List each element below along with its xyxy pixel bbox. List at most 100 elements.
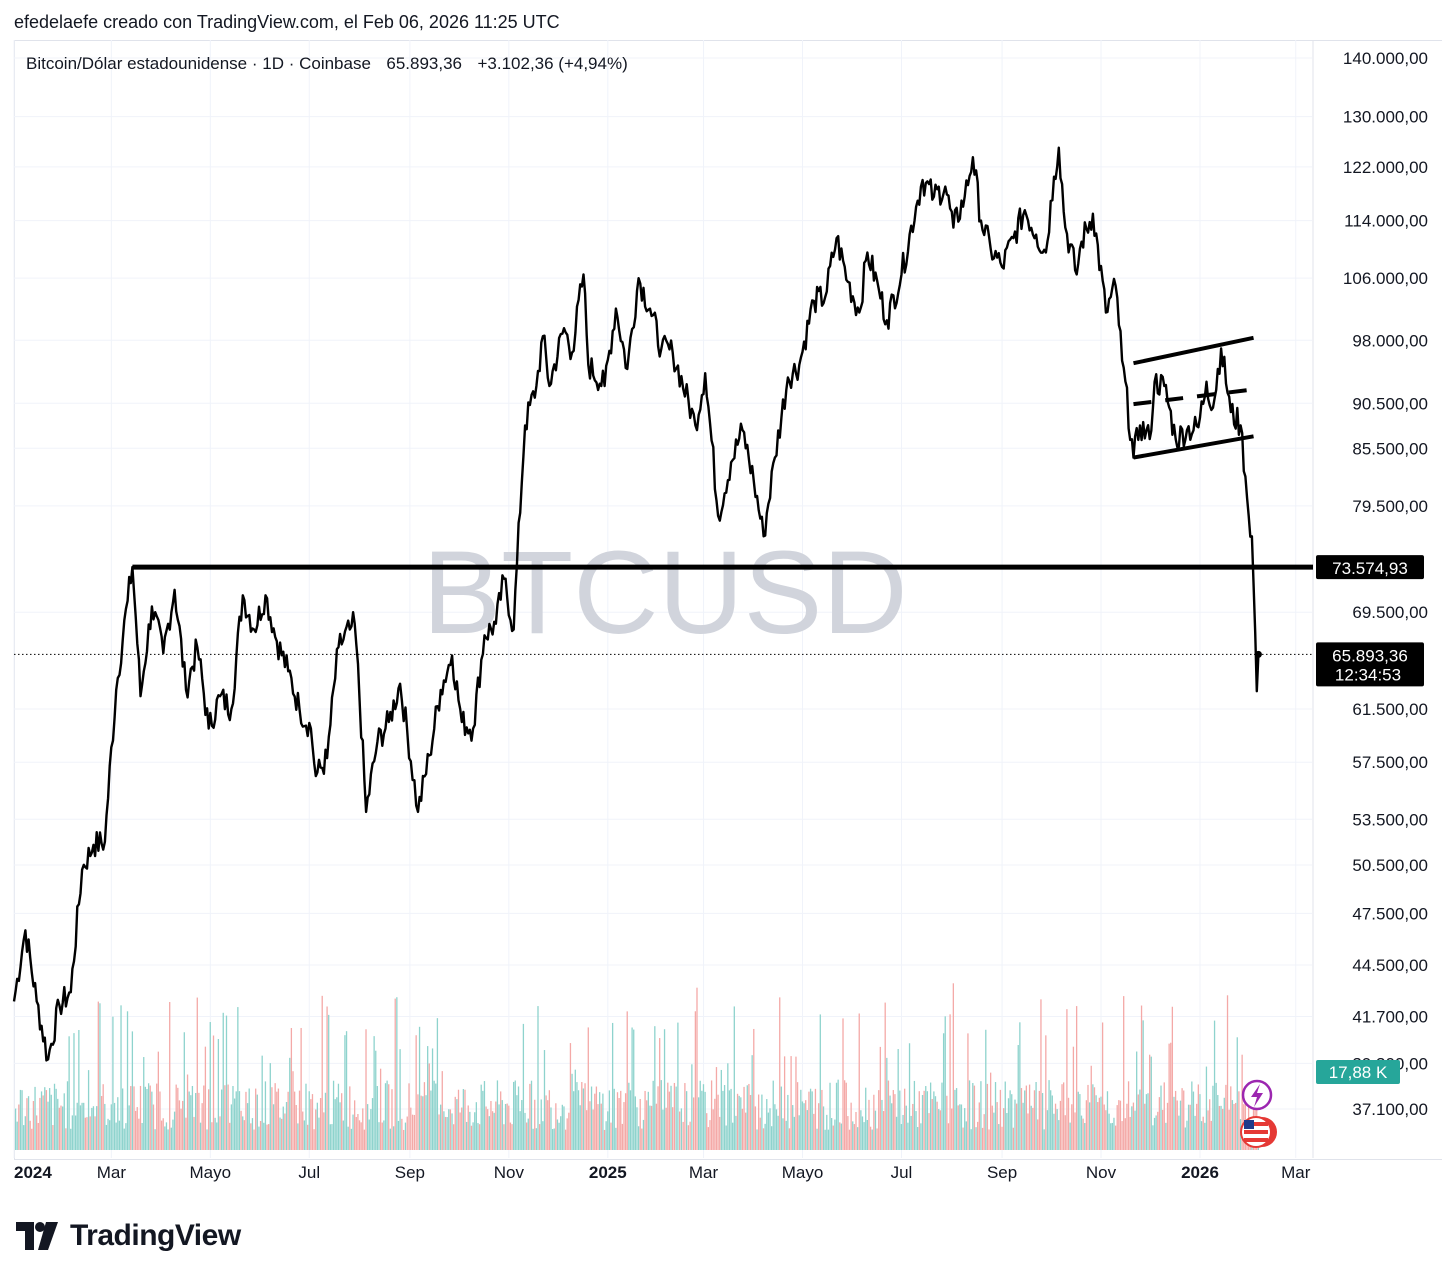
volume-bar bbox=[805, 1100, 807, 1150]
volume-bar bbox=[998, 1124, 1000, 1150]
volume-bar bbox=[560, 1116, 562, 1150]
volume-bar bbox=[84, 1117, 86, 1150]
volume-bar bbox=[1127, 1081, 1130, 1150]
volume-bar bbox=[1149, 1054, 1151, 1150]
volume-bar bbox=[394, 998, 396, 1150]
volume-bar bbox=[1025, 1085, 1027, 1150]
volume-bar bbox=[410, 1107, 412, 1150]
volume-bar bbox=[1059, 1100, 1062, 1150]
volume-bar bbox=[478, 1124, 481, 1150]
x-tick-label: Nov bbox=[1086, 1163, 1117, 1182]
volume-bar bbox=[63, 1093, 65, 1150]
volume-bar bbox=[529, 1083, 531, 1150]
volume-bar bbox=[519, 1111, 521, 1150]
volume-bar bbox=[542, 1121, 544, 1150]
volume-bar bbox=[151, 1091, 153, 1150]
volume-bar bbox=[835, 1082, 838, 1150]
volume-bar bbox=[1051, 1095, 1053, 1150]
volume-bar bbox=[375, 1050, 377, 1150]
volume-bar bbox=[18, 1104, 20, 1150]
volume-bar bbox=[342, 1120, 344, 1150]
volume-bar bbox=[1231, 1100, 1234, 1150]
volume-bar bbox=[826, 1114, 828, 1150]
volume-bar bbox=[717, 1094, 719, 1150]
volume-bar bbox=[1136, 1051, 1138, 1150]
symbol-name: Bitcoin/Dólar estadounidense · 1D · Coin… bbox=[26, 54, 371, 73]
volume-bar bbox=[1019, 1022, 1021, 1150]
volume-bar bbox=[818, 1103, 820, 1150]
volume-bar bbox=[366, 1104, 369, 1150]
volume-bar bbox=[1155, 1115, 1157, 1150]
volume-bar bbox=[954, 1089, 956, 1150]
volume-bar bbox=[538, 1124, 541, 1150]
volume-bar bbox=[362, 1108, 364, 1150]
volume-bar bbox=[783, 1056, 786, 1150]
volume-bar bbox=[388, 1084, 390, 1150]
volume-bar bbox=[1137, 1094, 1139, 1150]
volume-bar bbox=[94, 1116, 96, 1150]
volume-bar bbox=[357, 1114, 359, 1150]
volume-bar bbox=[97, 1001, 99, 1150]
volume-bar bbox=[550, 1107, 552, 1150]
volume-bar bbox=[284, 1113, 286, 1150]
volume-bar bbox=[955, 1088, 958, 1150]
volume-bar bbox=[493, 1112, 495, 1150]
volume-bar bbox=[1048, 1080, 1050, 1150]
volume-bar bbox=[972, 1082, 974, 1150]
volume-bar bbox=[341, 1093, 343, 1150]
volume-bar bbox=[329, 1124, 331, 1150]
volume-bar bbox=[1158, 1097, 1161, 1150]
volume-bar bbox=[115, 1122, 117, 1150]
volume-bar bbox=[328, 1014, 330, 1150]
volume-bar bbox=[268, 1124, 270, 1150]
volume-bar bbox=[297, 1123, 299, 1150]
volume-bar bbox=[156, 1083, 158, 1150]
volume-bar bbox=[160, 1120, 163, 1150]
volume-bar bbox=[216, 1122, 218, 1150]
volume-bar bbox=[886, 1057, 888, 1150]
x-tick-label: Mar bbox=[97, 1163, 127, 1182]
volume-bar bbox=[102, 1084, 104, 1150]
volume-bar bbox=[682, 1121, 684, 1150]
volume-bar bbox=[1092, 1084, 1094, 1150]
volume-bar bbox=[428, 1063, 430, 1150]
volume-bar bbox=[298, 1090, 301, 1150]
volume-bar bbox=[741, 1108, 744, 1150]
volume-bar bbox=[285, 1102, 288, 1150]
volume-bar bbox=[590, 1086, 593, 1150]
volume-bar bbox=[657, 1086, 659, 1150]
volume-bar bbox=[534, 1099, 536, 1150]
volume-bar bbox=[788, 1128, 791, 1150]
last-price-marker bbox=[1254, 650, 1262, 658]
volume-bar bbox=[610, 1122, 612, 1150]
volume-bar bbox=[1194, 1115, 1196, 1150]
volume-bar bbox=[1063, 1082, 1065, 1150]
volume-bar bbox=[251, 1118, 254, 1150]
volume-bar bbox=[1090, 1065, 1092, 1150]
volume-bar bbox=[152, 1104, 155, 1150]
volume-bar bbox=[558, 1122, 560, 1150]
volume-bar bbox=[878, 1090, 880, 1150]
volume-bar bbox=[183, 1032, 185, 1150]
volume-bar bbox=[36, 1115, 38, 1150]
volume-bar bbox=[413, 1114, 416, 1150]
volume-bar bbox=[71, 1115, 74, 1150]
x-tick-label: 2026 bbox=[1181, 1163, 1219, 1182]
watermark: BTCUSD bbox=[422, 527, 907, 659]
volume-bar bbox=[1080, 1115, 1083, 1150]
volume-bar bbox=[1105, 1110, 1107, 1150]
volume-bar bbox=[350, 1128, 353, 1150]
volume-bar bbox=[339, 1102, 341, 1150]
volume-bar bbox=[1161, 1109, 1164, 1150]
volume-bar bbox=[250, 1123, 252, 1150]
volume-bar bbox=[663, 1029, 666, 1150]
volume-bar bbox=[1233, 1103, 1235, 1150]
flag-stripe bbox=[1244, 1130, 1268, 1134]
volume-bar bbox=[406, 1116, 408, 1150]
y-tick-label: 61.500,00 bbox=[1352, 700, 1428, 719]
volume-bar bbox=[696, 987, 698, 1150]
volume-bar bbox=[646, 1100, 648, 1150]
tradingview-brand[interactable]: TradingView bbox=[16, 1218, 241, 1254]
volume-bar bbox=[303, 1120, 306, 1150]
